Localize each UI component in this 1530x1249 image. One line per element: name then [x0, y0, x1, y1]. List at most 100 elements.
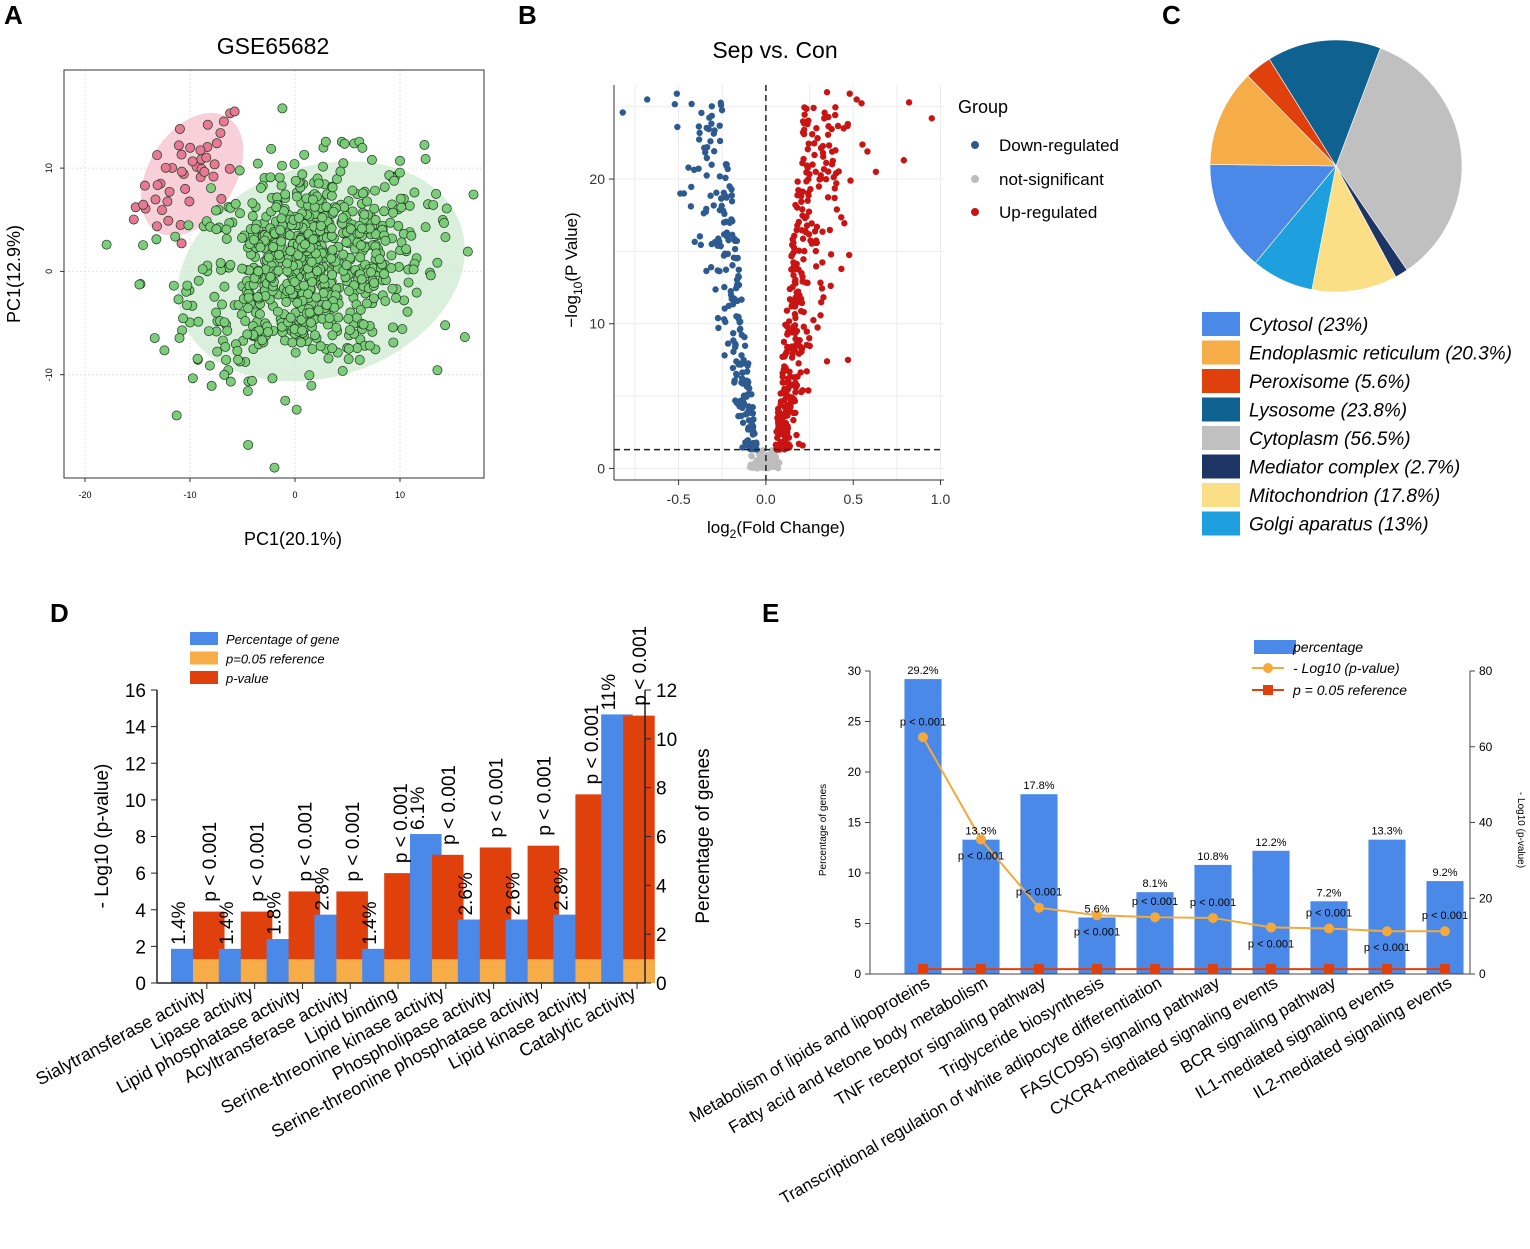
pca-point: [206, 183, 216, 194]
pca-point: [215, 128, 226, 138]
d-legend-label: p=0.05 reference: [225, 652, 325, 667]
volcano-x-label: log2(Fold Change): [707, 518, 845, 541]
volcano-point-up: [803, 178, 810, 185]
pie-legend-label: Golgi aparatus (13%): [1249, 515, 1429, 536]
volcano-point-up: [792, 314, 799, 322]
pca-point: [216, 193, 227, 204]
volcano-point-up: [798, 198, 805, 205]
e-y-left-tick-label: 15: [848, 816, 862, 830]
pie-legend-label: Lysosome (23.8%): [1249, 401, 1407, 422]
volcano-x-label-sub: 2: [730, 527, 737, 541]
pca-point: [406, 230, 417, 241]
d-y-right-tick-label: 6: [656, 828, 667, 849]
pca-point: [341, 237, 352, 248]
volcano-point-down: [722, 160, 730, 168]
volcano-point-down: [736, 403, 743, 410]
pca-point: [411, 287, 422, 298]
volcano-point-down: [691, 238, 698, 246]
volcano-point-up: [784, 429, 791, 436]
volcano-point-up: [775, 420, 782, 428]
volcano-y-tick-label: 10: [589, 316, 605, 332]
volcano-point-down: [707, 138, 714, 145]
pca-point: [173, 294, 184, 305]
e-pvalue-marker: [1266, 922, 1276, 933]
volcano-point-down: [688, 183, 695, 191]
e-bar-labels: 29.2% p < 0.001 Metabolism of lipids and l…: [686, 665, 1468, 1208]
volcano-point-down: [724, 165, 731, 173]
volcano-point-down: [685, 164, 692, 171]
volcano-point-up: [783, 379, 791, 386]
e-p-label: p < 0.001: [1306, 908, 1352, 920]
volcano-point-up: [784, 344, 791, 352]
volcano-point-down: [707, 264, 715, 271]
volcano-point-up: [795, 360, 802, 367]
pca-point: [425, 270, 436, 281]
pca-point: [232, 345, 243, 356]
volcano-point-up: [792, 201, 799, 209]
pca-point: [323, 353, 334, 364]
e-legend-label-pvalue: - Log10 (p-value): [1293, 660, 1400, 676]
volcano-point-up: [824, 131, 832, 138]
pca-point: [197, 264, 208, 275]
pca-point: [395, 155, 405, 166]
volcano-point-up: [789, 283, 796, 291]
volcano-point-up: [820, 166, 828, 173]
pca-point: [274, 172, 285, 183]
pca-point: [320, 136, 331, 147]
pca-point: [361, 298, 372, 309]
d-percentage-label: 2.8%: [551, 867, 572, 910]
e-percentage-label: 9.2%: [1432, 867, 1457, 879]
pca-point: [306, 380, 317, 391]
panel-d-letter: D: [50, 598, 69, 628]
volcano-point-up: [813, 125, 820, 132]
pca-point: [397, 324, 408, 335]
volcano-point-down: [735, 266, 743, 273]
pca-point: [271, 202, 282, 213]
volcano-point-down: [743, 393, 750, 400]
volcano-point-down: [752, 441, 760, 449]
pca-point: [199, 166, 210, 177]
pca-point: [181, 300, 192, 311]
pie-legend-label: Cytoplasm (56.5%): [1249, 429, 1411, 450]
volcano-point-up: [833, 180, 840, 187]
pca-point: [159, 345, 170, 356]
volcano-point-down: [703, 267, 710, 275]
volcano-point-up: [805, 208, 813, 215]
volcano-point-up: [774, 405, 782, 413]
d-bar-reference: [623, 959, 655, 983]
pca-point: [368, 293, 379, 304]
e-p-label: p < 0.001: [900, 716, 946, 728]
pca-point: [428, 200, 439, 210]
volcano-point-down: [674, 123, 681, 131]
volcano-point-down: [739, 419, 747, 426]
volcano-point-down: [728, 198, 736, 205]
pca-point: [344, 286, 355, 297]
volcano-point-up: [786, 442, 793, 450]
volcano-point-down: [703, 154, 711, 162]
pca-point: [395, 193, 406, 204]
volcano-point-up: [800, 256, 807, 263]
pca-point: [225, 376, 236, 387]
pca-point: [272, 306, 283, 317]
pca-point: [263, 252, 274, 263]
d-percentage-label: 11%: [599, 674, 620, 711]
panel-a-pca: GSE65682 -20 -10 0 10 10 0 -10 PC1(20.1%) PC1(…: [4, 33, 485, 549]
pca-point: [229, 106, 240, 117]
volcano-point-up: [785, 393, 792, 400]
volcano-point-down: [736, 319, 743, 326]
pca-point: [253, 266, 264, 277]
volcano-point-up: [858, 100, 865, 107]
volcano-point-up: [819, 259, 826, 266]
pca-point: [221, 233, 232, 244]
e-bar-percentage: [1252, 850, 1290, 974]
pca-point: [183, 220, 194, 231]
pca-point: [337, 366, 348, 376]
volcano-point-down: [743, 368, 751, 375]
volcano-point-ns: [759, 458, 767, 465]
volcano-point-down: [708, 161, 715, 168]
volcano-point-up: [845, 251, 853, 259]
volcano-point-down: [732, 341, 739, 349]
pca-point: [180, 183, 191, 194]
volcano-point-down: [715, 324, 722, 332]
e-y-left-label: Percentage of genes: [818, 784, 829, 876]
